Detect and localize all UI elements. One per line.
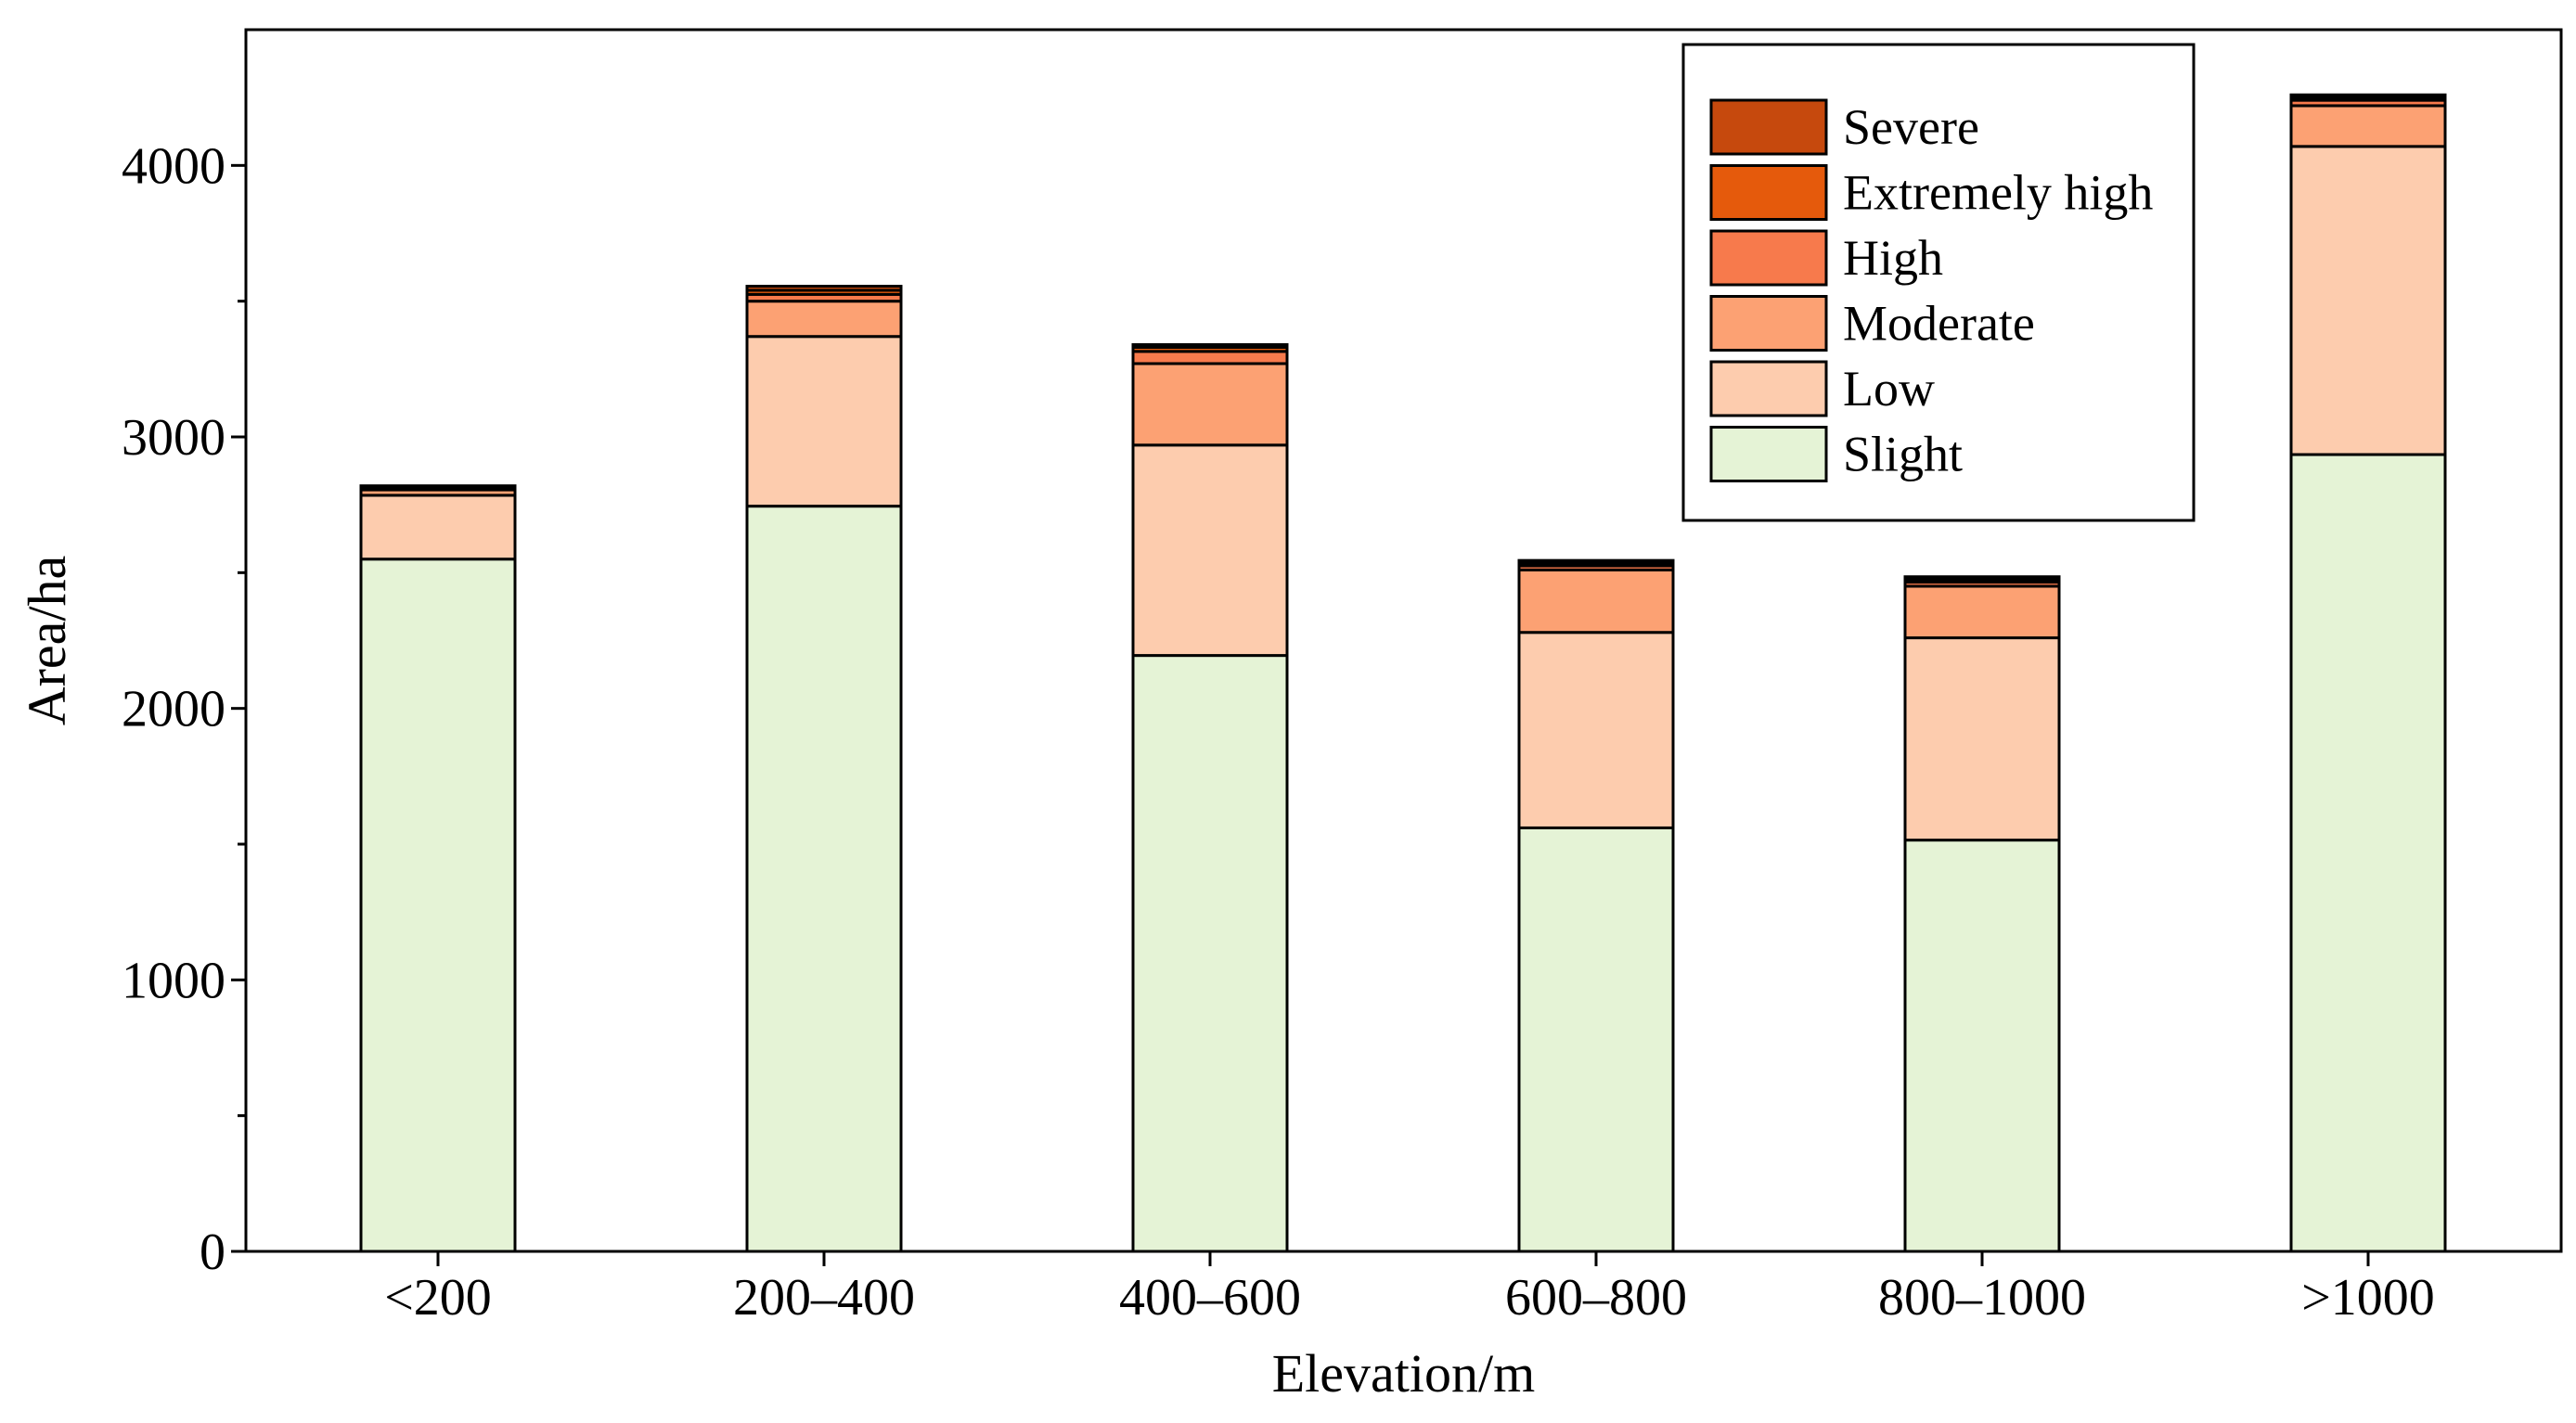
y-tick-label: 2000 [122, 681, 225, 738]
bar-segment-slight-1 [745, 505, 903, 1253]
y-tick-label: 4000 [122, 137, 225, 195]
bar-segment-severe-0 [359, 484, 517, 489]
x-tick-label: >1000 [2301, 1269, 2435, 1327]
legend-label-slight: Slight [1843, 427, 1963, 482]
bar-segment-moderate-4 [1903, 584, 2061, 640]
bars-layer [359, 93, 2447, 1253]
y-axis-title: Area/ha [17, 556, 77, 726]
bar-segment-slight-0 [359, 558, 517, 1253]
bar-segment-moderate-5 [2289, 104, 2447, 148]
bar-segment-moderate-2 [1131, 362, 1289, 447]
bar-segment-slight-2 [1131, 654, 1289, 1253]
bar-segment-severe-1 [745, 285, 903, 292]
x-tick-label: 800–1000 [1878, 1269, 2086, 1327]
legend-label-moderate: Moderate [1843, 296, 2035, 352]
bar-segment-moderate-1 [745, 300, 903, 339]
legend: Severe Extremely high High Moderate Low Sligh… [1681, 43, 2196, 522]
bar-segment-slight-4 [1903, 839, 2061, 1253]
legend-swatch-severe [1709, 98, 1828, 156]
bar-segment-low-1 [745, 335, 903, 508]
axes-layer: 0 1000 2000 3000 4000 <200 200–400 400–600 600–8… [122, 137, 2435, 1327]
x-tick-label: 600–800 [1505, 1269, 1687, 1327]
bar-segment-severe-3 [1517, 558, 1675, 565]
bar-segment-low-4 [1903, 636, 2061, 842]
legend-label-low: Low [1843, 361, 1935, 417]
legend-label-high: High [1843, 230, 1943, 286]
bar-segment-low-0 [359, 494, 517, 561]
bar-segment-severe-2 [1131, 342, 1289, 349]
x-tick-label: <200 [384, 1269, 492, 1327]
y-tick-label: 0 [200, 1224, 225, 1281]
bar-segment-low-2 [1131, 443, 1289, 658]
legend-swatch-slight [1709, 426, 1828, 482]
legend-swatch-high [1709, 229, 1828, 287]
legend-label-extremely-high: Extremely high [1843, 165, 2153, 221]
bar-segment-low-5 [2289, 145, 2447, 456]
bar-segment-severe-4 [1903, 575, 2061, 582]
x-tick-label: 400–600 [1119, 1269, 1301, 1327]
legend-swatch-extremely-high [1709, 164, 1828, 221]
legend-swatch-moderate [1709, 295, 1828, 352]
bar-segment-slight-3 [1517, 826, 1675, 1253]
legend-label-severe: Severe [1843, 99, 1979, 155]
bar-segment-low-3 [1517, 631, 1675, 829]
x-tick-label: 200–400 [733, 1269, 915, 1327]
bar-segment-moderate-3 [1517, 568, 1675, 635]
bar-segment-severe-5 [2289, 93, 2447, 99]
y-tick-label: 1000 [122, 952, 225, 1009]
x-axis-title: Elevation/m [1272, 1343, 1536, 1404]
legend-swatch-low [1709, 360, 1828, 417]
bar-segment-high-2 [1131, 350, 1289, 365]
bar-segment-slight-5 [2289, 453, 2447, 1253]
y-tick-label: 3000 [122, 409, 225, 467]
plot-area-frame [244, 28, 2563, 1253]
